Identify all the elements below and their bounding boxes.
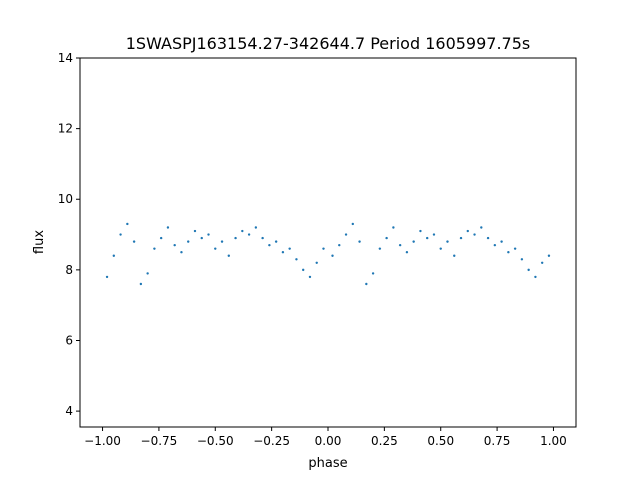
data-point (254, 226, 258, 229)
data-point (173, 243, 176, 247)
x-tick-label: −0.25 (253, 434, 290, 448)
data-point (281, 251, 285, 254)
data-point (193, 229, 197, 233)
data-point (513, 247, 517, 250)
data-point (268, 243, 271, 247)
data-point (378, 247, 382, 250)
data-point (214, 247, 217, 250)
data-point (220, 240, 224, 243)
data-point (146, 272, 149, 275)
data-point (466, 229, 469, 233)
data-point (392, 226, 395, 229)
data-point (308, 275, 312, 279)
data-point (500, 240, 503, 243)
data-point (385, 236, 388, 240)
y-tick-label: 12 (58, 122, 73, 136)
data-point (132, 240, 136, 243)
data-point (344, 233, 348, 236)
x-tick-label: −0.75 (141, 434, 178, 448)
data-point (247, 233, 251, 236)
data-point (486, 236, 490, 240)
data-point (112, 254, 116, 257)
data-point (126, 222, 129, 226)
y-tick-label: 10 (58, 192, 73, 206)
data-point (227, 254, 230, 257)
data-point (302, 268, 305, 272)
data-point (520, 258, 524, 261)
data-point (338, 243, 341, 247)
data-point (419, 229, 422, 233)
y-tick-label: 6 (65, 333, 73, 347)
data-point (187, 240, 190, 243)
y-tick-label: 14 (58, 51, 73, 65)
data-point (159, 236, 163, 240)
data-point (322, 247, 325, 250)
x-axis-label: phase (308, 456, 347, 471)
data-point (439, 247, 442, 250)
data-points (105, 222, 551, 286)
x-axis-ticks: −1.00 −0.75 −0.50 −0.25 0.00 0.25 0.50 0.75 1.00 (84, 427, 567, 448)
data-point (139, 282, 143, 286)
data-point (453, 254, 456, 257)
data-point (288, 247, 291, 250)
x-tick-label: 0.25 (371, 434, 398, 448)
data-point (365, 282, 368, 286)
data-point (534, 275, 537, 279)
data-point (398, 243, 402, 247)
data-point (480, 226, 483, 229)
data-point (200, 236, 203, 240)
data-point (405, 251, 409, 254)
data-point (207, 233, 210, 236)
data-point (241, 229, 244, 233)
y-tick-label: 8 (65, 263, 73, 277)
data-point (153, 247, 156, 250)
x-tick-label: 1.00 (540, 434, 567, 448)
data-point (166, 226, 170, 229)
data-point (473, 233, 476, 236)
data-point (412, 240, 415, 243)
data-point (351, 222, 354, 226)
x-tick-label: 0.75 (484, 434, 511, 448)
data-point (358, 240, 361, 243)
y-tick-label: 4 (65, 404, 73, 418)
data-point (105, 275, 109, 279)
x-tick-label: −1.00 (84, 434, 121, 448)
data-point (540, 261, 544, 265)
data-point (446, 240, 449, 243)
x-tick-label: 0.50 (427, 434, 454, 448)
data-point (507, 251, 510, 254)
data-point (261, 236, 264, 240)
data-point (274, 240, 278, 243)
data-point (315, 261, 318, 265)
data-point (331, 254, 334, 257)
y-axis-ticks: 4 6 8 10 12 14 (58, 51, 80, 418)
data-point (527, 268, 530, 272)
data-point (234, 236, 237, 240)
chart-title: 1SWASPJ163154.27-342644.7 Period 1605997… (126, 34, 531, 53)
data-point (547, 254, 551, 257)
data-point (180, 251, 183, 254)
y-axis-label: flux (32, 230, 47, 254)
x-tick-label: 0.00 (315, 434, 342, 448)
x-tick-label: −0.50 (197, 434, 234, 448)
data-point (432, 233, 436, 236)
data-point (459, 236, 463, 240)
data-point (295, 258, 298, 261)
data-point (493, 243, 497, 247)
data-point (426, 236, 429, 240)
data-point (119, 233, 122, 236)
data-point (371, 272, 375, 275)
